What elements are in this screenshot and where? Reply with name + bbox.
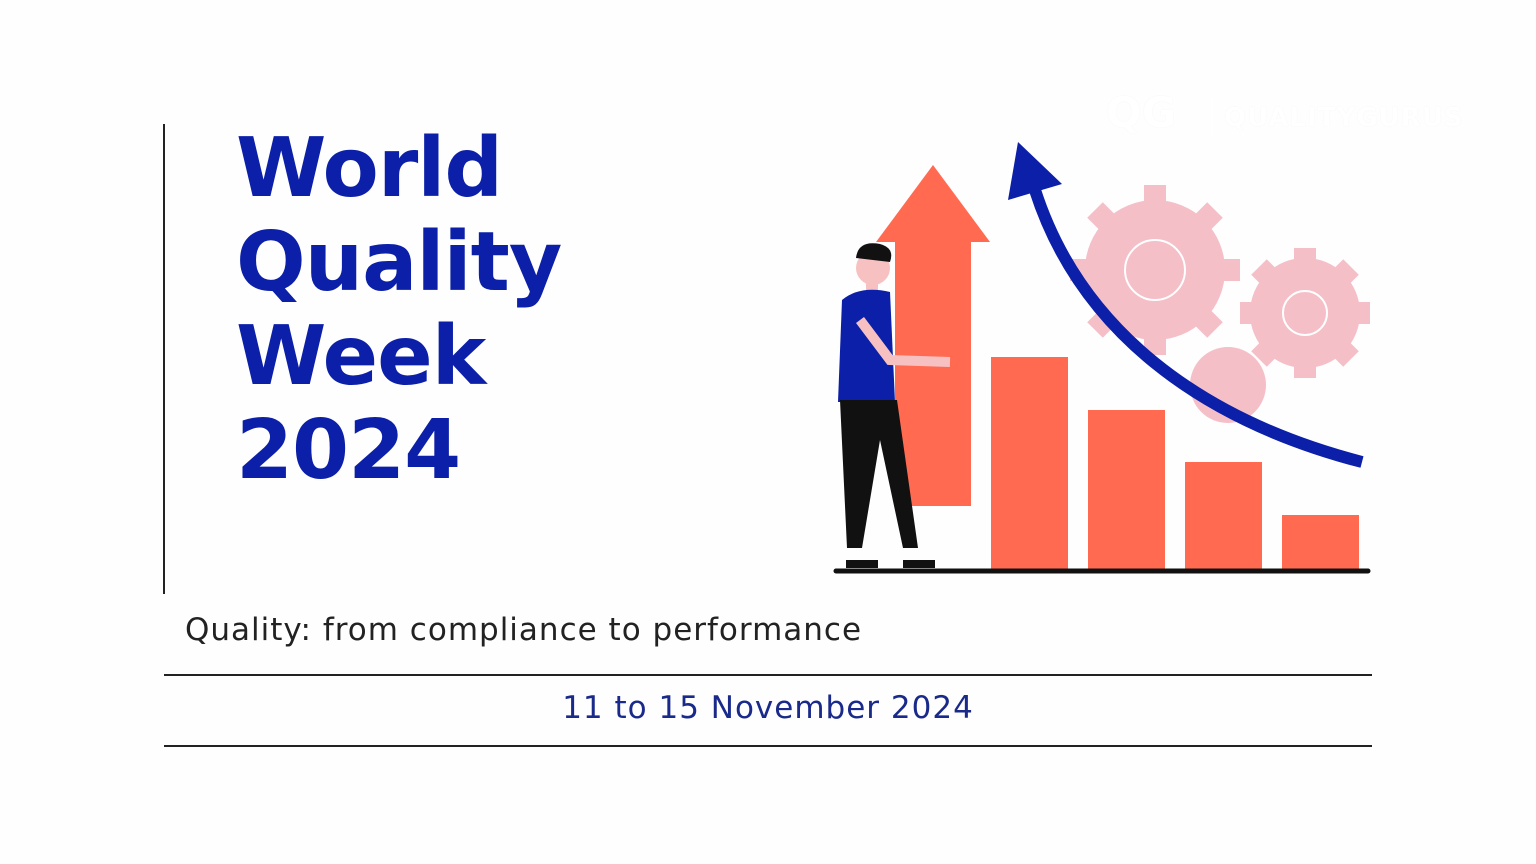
logo-mark: QG [1106,88,1177,137]
subtitle: Quality: from compliance to performance [185,612,863,648]
logo-name: QUALITYGURUS [1224,103,1464,133]
title-line: 2024 [236,403,461,498]
arrow-head [1008,142,1062,200]
title-line: World [236,121,503,216]
title-line: Quality [236,215,562,310]
person [838,243,951,568]
bars [876,165,1359,569]
trend-arrow [1029,188,1364,468]
event-date: 11 to 15 November 2024 [562,690,974,726]
title-line: Week [236,309,486,404]
gears [1070,185,1370,423]
